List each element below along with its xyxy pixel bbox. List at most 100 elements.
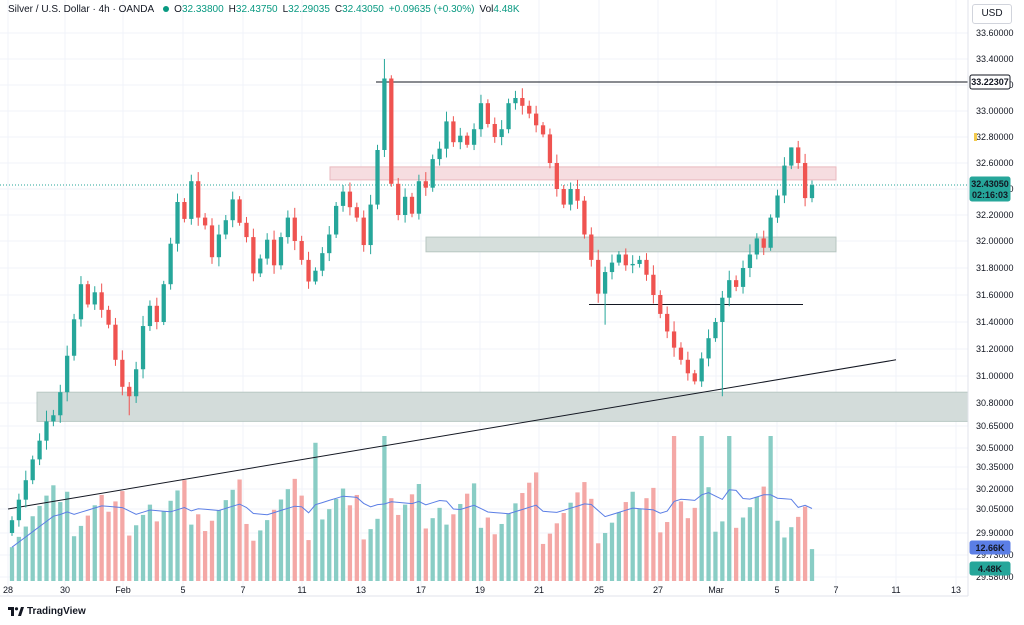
candle-body xyxy=(561,189,566,205)
candle-body xyxy=(699,358,704,382)
time-tick-label: Mar xyxy=(708,585,724,595)
volume-bar xyxy=(9,547,15,581)
volume-bar xyxy=(244,523,249,581)
change-value: +0.09635 (+0.30%) xyxy=(388,4,475,15)
volume-ma-line xyxy=(11,489,813,548)
volume-bar xyxy=(444,524,449,581)
volume-bar xyxy=(161,511,166,581)
volume-bar xyxy=(147,504,153,581)
time-tick-label: 17 xyxy=(416,585,426,595)
price-tick-label: 29.90000 xyxy=(976,528,1014,538)
volume-bar xyxy=(651,487,656,581)
candle-body xyxy=(602,272,608,294)
candle-body xyxy=(665,313,670,332)
candle-body xyxy=(685,359,690,374)
candle-body xyxy=(375,150,380,205)
price-tick-label: 29.58000 xyxy=(976,572,1014,582)
volume-bar xyxy=(382,436,387,581)
candle-body xyxy=(678,347,684,360)
candle-body xyxy=(727,280,732,298)
candle-body xyxy=(106,309,111,325)
price-tick-label: 30.80000 xyxy=(976,398,1014,408)
symbol-title[interactable]: Silver / U.S. Dollar · 4h · OANDA xyxy=(8,4,155,15)
volume-bar xyxy=(506,513,511,581)
candle-body xyxy=(396,183,401,215)
volume-bar xyxy=(313,442,318,581)
volume-bar xyxy=(727,436,732,581)
resistance-badge xyxy=(969,74,1011,90)
candle-body xyxy=(809,185,815,199)
zone-demand xyxy=(36,391,969,422)
candle-body xyxy=(589,234,594,260)
candle-body xyxy=(51,415,56,422)
candle-body xyxy=(265,239,270,259)
candle-body xyxy=(782,165,787,196)
candle-body xyxy=(492,124,497,137)
candle-body xyxy=(16,499,22,521)
volume-bar xyxy=(547,533,553,581)
volume-bar xyxy=(396,514,401,581)
volume-ma-badge xyxy=(969,540,1011,555)
candle-body xyxy=(120,359,125,387)
volume-bar xyxy=(71,536,77,581)
zone-supply xyxy=(329,166,837,181)
candle-body xyxy=(182,202,187,219)
candle-body xyxy=(299,241,304,260)
volume-bar xyxy=(492,534,497,581)
chart-header: Silver / U.S. Dollar · 4h · OANDA O32.338… xyxy=(8,4,520,15)
candle-body xyxy=(540,125,546,135)
zones-layer xyxy=(36,166,969,422)
candle-body xyxy=(278,237,284,266)
candle-body xyxy=(113,324,118,360)
tradingview-logo[interactable]: TradingView xyxy=(8,606,86,617)
candle-body xyxy=(168,243,173,285)
time-tick-label: 11 xyxy=(297,585,306,595)
candle-body xyxy=(65,355,70,393)
volume-bar xyxy=(416,484,422,581)
volume-bar xyxy=(809,549,815,581)
volume-bar xyxy=(271,509,277,581)
price-tick-label: 32.20000 xyxy=(976,210,1014,220)
volume-bar xyxy=(334,498,339,581)
volume-bar xyxy=(278,499,284,581)
price-tick-label: 33.60000 xyxy=(976,28,1014,38)
candle-body xyxy=(306,259,311,282)
candle-body xyxy=(609,262,615,273)
candle-body xyxy=(389,78,394,184)
candle-body xyxy=(196,181,201,218)
currency-button[interactable]: USD xyxy=(972,4,1012,24)
volume-bar xyxy=(113,501,118,581)
candle-body xyxy=(334,205,339,235)
volume-bar xyxy=(575,492,580,581)
candle-body xyxy=(775,195,780,218)
volume-bar xyxy=(437,507,442,581)
time-tick-label: 11 xyxy=(891,585,900,595)
volume-bar xyxy=(402,504,408,581)
volume-bar xyxy=(258,530,263,581)
price-tick-label: 32.00000 xyxy=(976,236,1014,246)
zone-mid-support xyxy=(425,236,837,253)
volume-bar xyxy=(209,520,215,581)
low-value: 32.29035 xyxy=(288,4,330,15)
volume-bar xyxy=(761,486,766,581)
time-tick-label: Feb xyxy=(115,585,131,595)
candle-body xyxy=(30,459,35,481)
price-tick-label: 31.20000 xyxy=(976,344,1014,354)
volume-bar xyxy=(678,501,684,581)
volume-bar xyxy=(202,531,208,581)
candle-body xyxy=(92,292,97,305)
candle-body xyxy=(651,274,656,295)
time-tick-label: 7 xyxy=(833,585,838,595)
volume-bar xyxy=(320,519,325,581)
candle-body xyxy=(575,189,580,201)
volume-bar xyxy=(451,514,456,581)
volume-bar xyxy=(409,494,415,581)
candle-body xyxy=(382,78,387,150)
price-tick-label: 32.80000 xyxy=(976,132,1014,142)
candle-body xyxy=(271,239,277,266)
volume-value: 4.48K xyxy=(493,4,520,15)
candle-body xyxy=(9,520,15,533)
volume-bar xyxy=(30,516,35,581)
